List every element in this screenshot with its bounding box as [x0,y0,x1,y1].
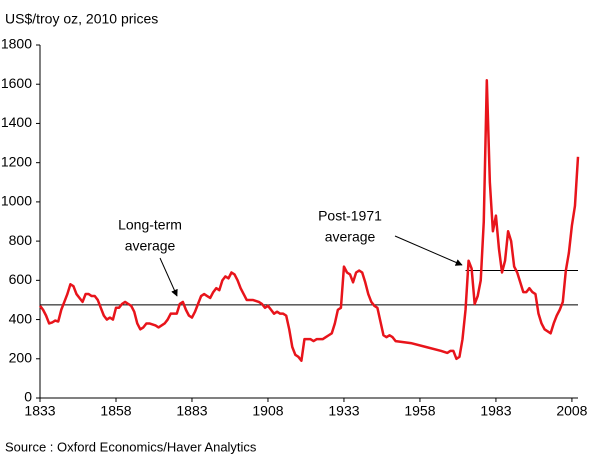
x-tick-label: 1983 [480,403,511,419]
annotation: Post-1971 [318,208,382,224]
x-tick-label: 1933 [328,403,359,419]
y-axis-label: US$/troy oz, 2010 prices [5,11,158,27]
price-line [39,79,580,362]
x-tick-label: 1833 [24,403,55,419]
y-tick-label: 1000 [1,193,32,209]
y-tick-label: 400 [9,310,33,326]
arrow [394,235,463,266]
y-tick-label: 1400 [1,114,32,130]
annotation: Long-term [118,217,182,233]
y-tick-label: 1800 [1,36,32,52]
x-tick-label: 1883 [176,403,207,419]
x-tick-label: 2008 [556,403,587,419]
annotation: average [325,229,376,245]
x-tick-label: 1858 [100,403,131,419]
y-tick-label: 1200 [1,153,32,169]
source: Source : Oxford Economics/Haver Analytic… [5,439,257,454]
arrow [159,257,178,297]
y-tick-label: 200 [9,349,33,365]
x-tick-label: 1908 [252,403,283,419]
x-tick-label: 1958 [404,403,435,419]
y-tick-label: 0 [24,389,32,405]
y-tick-label: 600 [9,271,33,287]
y-tick-label: 1600 [1,75,32,91]
y-tick-label: 800 [9,232,33,248]
annotation: average [125,238,176,254]
